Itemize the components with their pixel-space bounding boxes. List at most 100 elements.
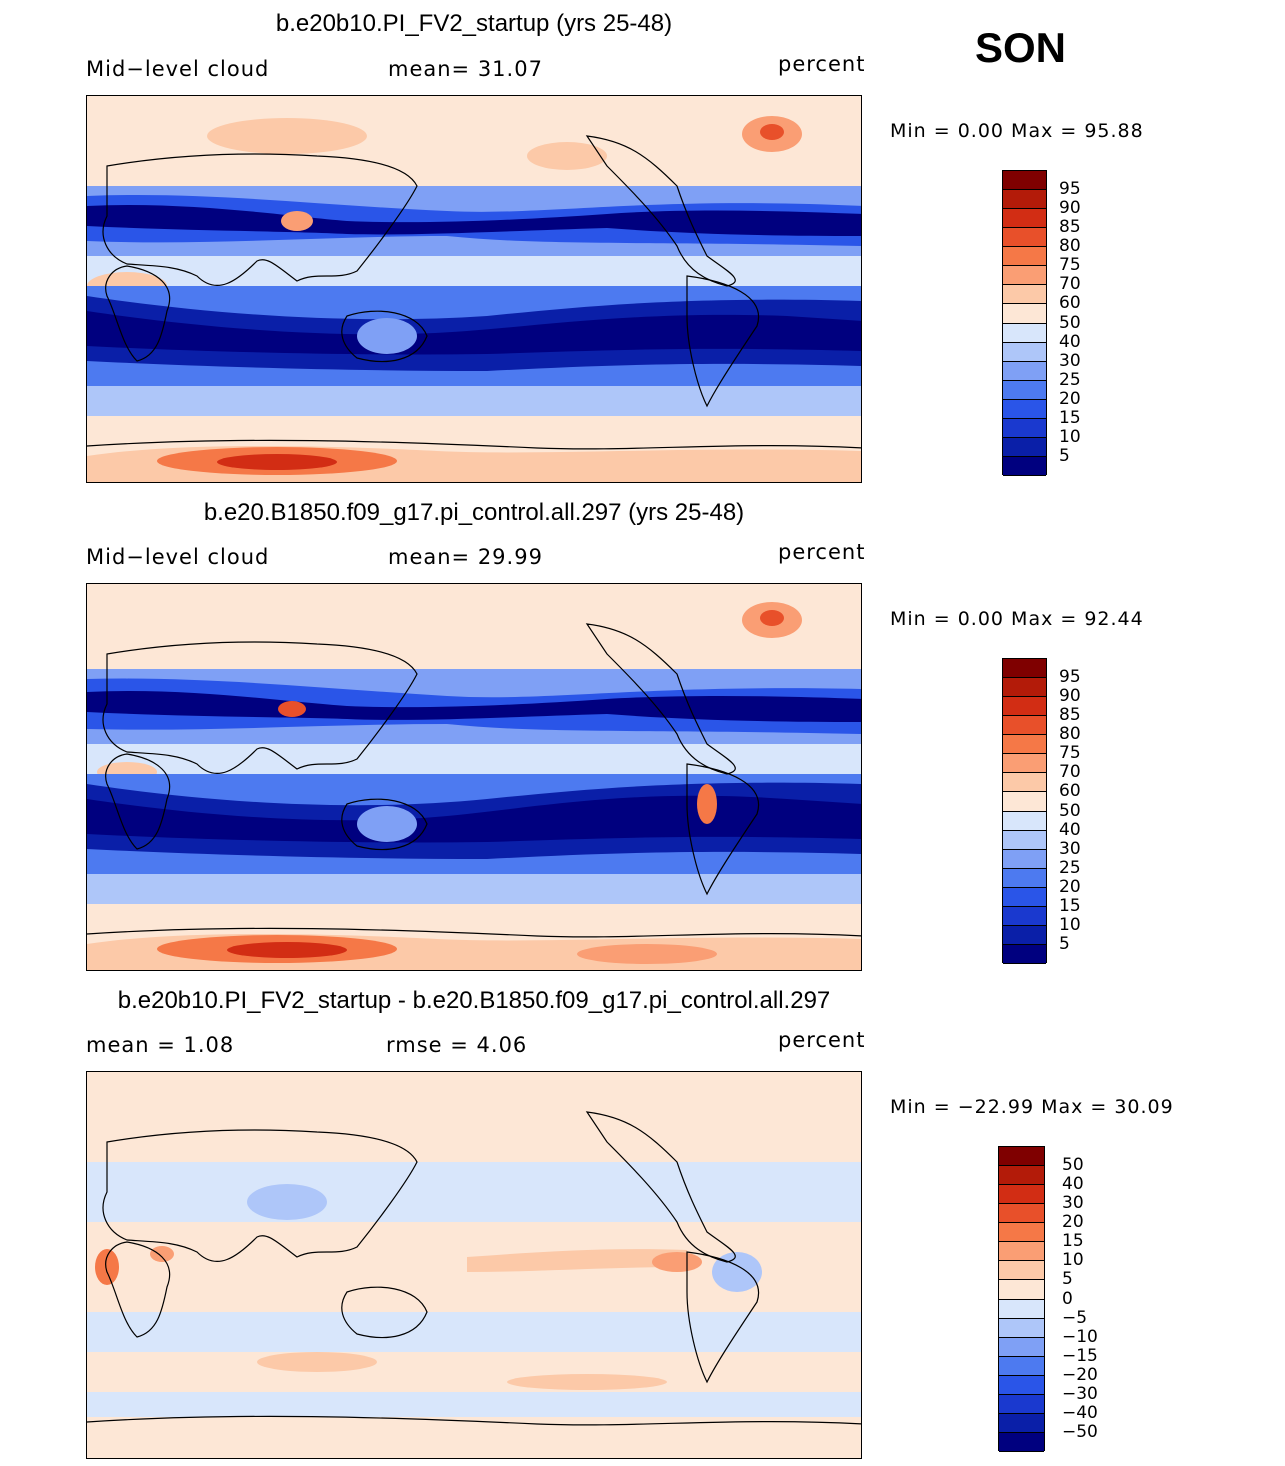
colorbar-tick-label: 50 [1059, 800, 1081, 821]
colorbar-swatch [1003, 380, 1046, 400]
colorbar-tick-label: −30 [1062, 1383, 1098, 1404]
colorbar-swatch [999, 1261, 1044, 1281]
panel2-mean-label: mean= 29.99 [388, 545, 543, 569]
panel1-mean-label: mean= 31.07 [388, 57, 543, 81]
colorbar-tick-label: −50 [1062, 1421, 1098, 1442]
colorbar-swatch [999, 1280, 1044, 1300]
colorbar-tick-label: 95 [1059, 667, 1081, 688]
colorbar-swatch [999, 1166, 1044, 1186]
colorbar-tick-label: 90 [1059, 686, 1081, 707]
panel1-title: b.e20b10.PI_FV2_startup (yrs 25-48) [275, 10, 673, 37]
panel1-map [86, 95, 862, 483]
panel3-map [86, 1071, 862, 1459]
colorbar-tick-label: 60 [1059, 293, 1081, 314]
colorbar-swatch [1003, 944, 1046, 964]
colorbar-tick-label: 5 [1059, 933, 1070, 954]
colorbar-swatch [1003, 868, 1046, 888]
colorbar-swatch [1003, 228, 1046, 248]
colorbar-swatch [1003, 811, 1046, 831]
colorbar-swatch [1003, 754, 1046, 774]
colorbar-swatch [999, 1204, 1044, 1224]
colorbar-tick-label: 30 [1062, 1193, 1084, 1214]
colorbar-swatch [1003, 716, 1046, 736]
colorbar-tick-label: −20 [1062, 1364, 1098, 1385]
colorbar-tick-label: 80 [1059, 724, 1081, 745]
colorbar-tick-label: 50 [1062, 1155, 1084, 1176]
colorbar-tick-label: 40 [1059, 819, 1081, 840]
colorbar-tick-label: 5 [1059, 445, 1070, 466]
colorbar-tick-label: 30 [1059, 838, 1081, 859]
panel3-minmax: Min = −22.99 Max = 30.09 [890, 1096, 1174, 1118]
colorbar-tick-label: 95 [1059, 179, 1081, 200]
colorbar-swatch [1003, 342, 1046, 362]
panel2-units-label: percent [778, 540, 866, 564]
colorbar-swatch [1003, 266, 1046, 286]
colorbar-swatch [1003, 190, 1046, 210]
colorbar-swatch [1003, 304, 1046, 324]
panel1-minmax: Min = 0.00 Max = 95.88 [890, 120, 1144, 142]
colorbar-tick-label: 20 [1059, 876, 1081, 897]
colorbar-tick-label: 0 [1062, 1288, 1073, 1309]
colorbar-tick-label: 25 [1059, 369, 1081, 390]
colorbar-tick-label: 15 [1059, 895, 1081, 916]
colorbar-swatch [1003, 887, 1046, 907]
colorbar-swatch [1003, 792, 1046, 812]
colorbar-tick-label: 25 [1059, 857, 1081, 878]
panel2-map [86, 583, 862, 971]
colorbar-tick-label: 20 [1062, 1212, 1084, 1233]
colorbar-tick-label: 50 [1059, 312, 1081, 333]
panel2-colorbar [1002, 658, 1047, 964]
panel3-units-label: percent [778, 1028, 866, 1052]
colorbar-tick-label: 15 [1062, 1231, 1084, 1252]
panel2-minmax: Min = 0.00 Max = 92.44 [890, 608, 1144, 630]
colorbar-swatch [1003, 659, 1046, 679]
panel3-mean-label: mean = 1.08 [86, 1033, 235, 1057]
colorbar-swatch [1003, 399, 1046, 419]
colorbar-swatch [1003, 678, 1046, 698]
colorbar-tick-label: −15 [1062, 1345, 1098, 1366]
panel2-map-field [87, 584, 861, 970]
panel1-variable-label: Mid−level cloud [86, 57, 270, 81]
panel3-title: b.e20b10.PI_FV2_startup - b.e20.B1850.f0… [117, 987, 831, 1014]
colorbar-tick-label: −5 [1062, 1307, 1088, 1328]
colorbar-swatch [1003, 437, 1046, 457]
colorbar-tick-label: 10 [1062, 1250, 1084, 1271]
colorbar-tick-label: 10 [1059, 426, 1081, 447]
colorbar-swatch [1003, 456, 1046, 476]
colorbar-tick-label: 75 [1059, 743, 1081, 764]
colorbar-swatch [1003, 418, 1046, 438]
colorbar-tick-label: 75 [1059, 255, 1081, 276]
season-label: SON [975, 24, 1067, 71]
colorbar-swatch [999, 1318, 1044, 1338]
colorbar-swatch [999, 1185, 1044, 1205]
colorbar-tick-label: 70 [1059, 762, 1081, 783]
colorbar-swatch [999, 1147, 1044, 1167]
colorbar-tick-label: 70 [1059, 274, 1081, 295]
colorbar-swatch [999, 1337, 1044, 1357]
colorbar-swatch [1003, 171, 1046, 191]
colorbar-tick-label: 60 [1059, 781, 1081, 802]
colorbar-swatch [999, 1356, 1044, 1376]
colorbar-swatch [999, 1299, 1044, 1319]
panel1-units-label: percent [778, 52, 866, 76]
colorbar-swatch [1003, 773, 1046, 793]
colorbar-tick-label: 40 [1062, 1174, 1084, 1195]
colorbar-swatch [1003, 849, 1046, 869]
colorbar-swatch [999, 1394, 1044, 1414]
colorbar-tick-label: 80 [1059, 236, 1081, 257]
panel3-colorbar [998, 1146, 1045, 1452]
panel3-map-field [87, 1072, 861, 1458]
colorbar-tick-label: 15 [1059, 407, 1081, 428]
panel2-variable-label: Mid−level cloud [86, 545, 270, 569]
colorbar-tick-label: 10 [1059, 914, 1081, 935]
panel1-map-field [87, 96, 861, 482]
colorbar-swatch [999, 1242, 1044, 1262]
colorbar-tick-label: 40 [1059, 331, 1081, 352]
colorbar-swatch [999, 1375, 1044, 1395]
colorbar-tick-label: 5 [1062, 1269, 1073, 1290]
colorbar-swatch [999, 1223, 1044, 1243]
colorbar-swatch [1003, 323, 1046, 343]
colorbar-swatch [1003, 361, 1046, 381]
colorbar-swatch [1003, 285, 1046, 305]
panel3-rmse-label: rmse = 4.06 [386, 1033, 528, 1057]
